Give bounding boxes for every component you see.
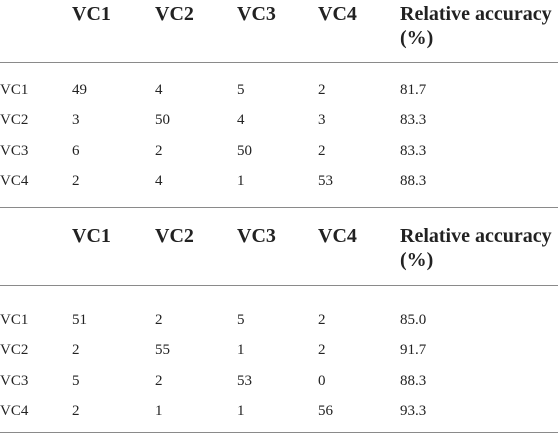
table-cell: 88.3 [400,372,427,389]
column-header: VC2 [155,3,194,25]
column-header: VC1 [72,3,111,25]
table-cell: 91.7 [400,342,427,359]
table-cell: 2 [72,342,80,359]
table-cell: 2 [155,142,163,159]
column-header: VC4 [318,225,357,247]
table-cell: 2 [72,173,80,190]
table-cell: 4 [155,173,163,190]
column-header: Relative accuracy (%) [400,3,552,49]
table-cell: 56 [318,403,333,420]
table-cell: 4 [155,82,163,98]
rule [0,432,558,433]
table-cell: 2 [318,82,326,98]
table-cell: 1 [237,342,245,359]
table-cell: 1 [237,173,245,190]
table-cell: 50 [155,112,170,129]
table-cell: 83.3 [400,112,427,129]
row-label: VC3 [0,372,29,389]
row-label: VC1 [0,82,29,98]
table-cell: 1 [237,403,245,420]
table-cell: 2 [155,312,163,328]
row-label: VC1 [0,312,29,328]
table-cell: 55 [155,342,170,359]
table-cell: 51 [72,312,87,328]
row-label: VC2 [0,112,29,129]
table-cell: 2 [72,403,80,420]
table-cell: 4 [237,112,245,129]
table-cell: 6 [72,142,80,159]
table-cell: 1 [155,403,163,420]
row-label: VC2 [0,342,29,359]
row-label: VC4 [0,403,29,420]
table-cell: 3 [72,112,80,129]
column-header: VC3 [237,225,276,247]
table-cell: 2 [318,142,326,159]
column-header: VC1 [72,225,111,247]
table-cell: 88.3 [400,173,427,190]
table-cell: 83.3 [400,142,427,159]
row-label: VC4 [0,173,29,190]
column-header: VC2 [155,225,194,247]
table-cell: 53 [318,173,333,190]
row-label: VC3 [0,142,29,159]
column-header: VC4 [318,3,357,25]
table-cell: 0 [318,372,326,389]
column-header: Relative accuracy (%) [400,225,552,271]
table-cell: 5 [72,372,80,389]
table-cell: 5 [237,82,245,98]
table-cell: 85.0 [400,312,427,328]
table-cell: 2 [318,312,326,328]
table-cell: 53 [237,372,252,389]
table-cell: 81.7 [400,82,427,98]
rule [0,285,558,286]
rule [0,62,558,63]
table-cell: 5 [237,312,245,328]
table-cell: 3 [318,112,326,129]
table-cell: 2 [318,342,326,359]
rule [0,207,558,208]
table-cell: 93.3 [400,403,427,420]
column-header: VC3 [237,3,276,25]
table-cell: 49 [72,82,87,98]
table-cell: 50 [237,142,252,159]
table-cell: 2 [155,372,163,389]
